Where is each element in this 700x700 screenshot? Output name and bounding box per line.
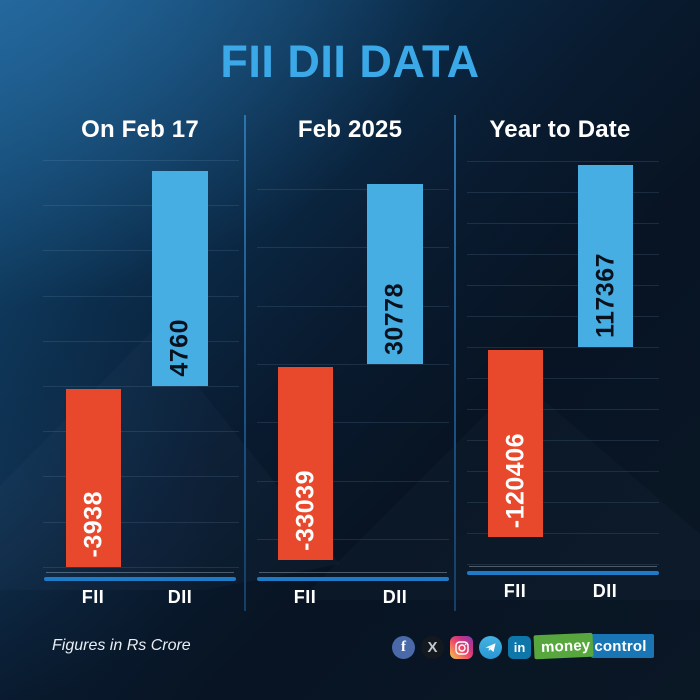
dii-bar: 30778 (367, 184, 423, 364)
facebook-glyph: f (401, 639, 406, 655)
facebook-icon[interactable]: f (392, 636, 415, 659)
axis-baseline (467, 566, 659, 575)
panel-title: Feb 2025 (297, 116, 403, 143)
gridlines (245, 110, 455, 655)
fii-category-label: FII (503, 581, 527, 601)
fii-value-label: -120406 (501, 432, 529, 528)
panel-title: On Feb 17 (81, 116, 199, 143)
linkedin-icon[interactable]: in (508, 636, 531, 659)
linkedin-glyph: in (513, 640, 526, 655)
x-icon[interactable]: X (421, 636, 444, 659)
panel-divider (244, 115, 246, 611)
moneycontrol-logo[interactable]: money control (533, 632, 654, 660)
panel-on-feb-17: On Feb 17 4760 -3938 FII DII (35, 110, 245, 655)
fii-bar: -3938 (66, 389, 121, 567)
dii-category-label: DII (382, 587, 408, 607)
figures-note: Figures in Rs Crore (52, 637, 191, 654)
dii-category-label: DII (167, 587, 193, 607)
social-bar: f X in (392, 636, 531, 659)
fii-value-label: -33039 (291, 470, 319, 551)
fii-value-label: -3938 (79, 491, 107, 558)
telegram-icon[interactable] (479, 636, 502, 659)
dii-value-label: 30778 (380, 282, 409, 355)
gridlines (455, 110, 665, 655)
fii-bar: -33039 (278, 367, 333, 560)
instagram-icon[interactable] (450, 636, 473, 659)
panel-divider (454, 115, 456, 611)
telegram-plane-glyph (485, 643, 496, 652)
axis-baseline (257, 572, 449, 581)
page-title: FII DII DATA (220, 36, 480, 87)
gridlines (35, 110, 245, 655)
dii-bar: 117367 (578, 164, 633, 347)
dii-category-label: DII (592, 581, 618, 601)
panel-feb-2025: Feb 2025 30778 -33039 FII DII (245, 110, 455, 655)
panel-title: Year to Date (489, 116, 631, 143)
x-glyph: X (427, 639, 438, 656)
fii-category-label: FII (293, 587, 317, 607)
dii-value-label: 4760 (165, 319, 194, 377)
dii-value-label: 117367 (591, 252, 619, 338)
fii-category-label: FII (81, 587, 105, 607)
instagram-camera-glyph (454, 640, 469, 655)
fii-bar: -120406 (488, 350, 543, 537)
panel-year-to-date: Year to Date 117367 -120406 FII DII (455, 110, 665, 655)
moneycontrol-logo-control: control (591, 634, 654, 658)
dii-bar: 4760 (152, 171, 208, 386)
moneycontrol-logo-money: money (533, 632, 594, 660)
axis-baseline (44, 572, 236, 581)
